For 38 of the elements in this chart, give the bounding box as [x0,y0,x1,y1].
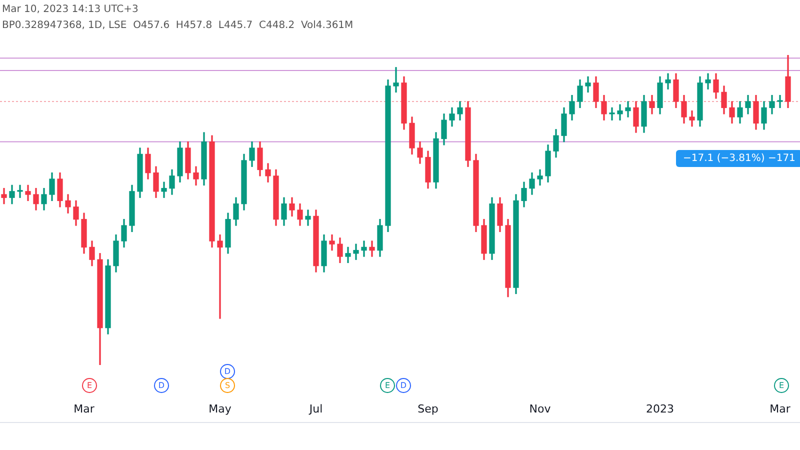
candlestick [665,73,671,90]
candlestick [217,234,223,319]
candlestick [361,240,367,257]
candlestick [777,94,783,108]
chart-title: Mar 10, 2023 14:13 UTC+3 [2,4,138,15]
x-tick-label: Jul [308,402,323,416]
candlestick [161,182,167,198]
x-tick-label: May [208,402,232,416]
text: D [220,364,235,379]
chart-subtitle: BP0.328947368, 1D, LSE O457.6 H457.8 L445.7 C448.2 Vol4.361M [2,20,354,31]
annotation: −17.1 (−3.81%) −171 [676,150,800,167]
candlestick [537,169,543,186]
candlestick [345,246,351,264]
text: D [154,378,169,393]
candlestick [609,107,615,120]
text: E [82,378,97,393]
text: E [380,378,395,393]
candlestick [585,76,591,93]
candlestick [369,240,375,257]
candlestick [329,234,335,251]
candlestick [617,104,623,120]
candlestick [25,184,31,202]
text: D [396,378,411,393]
candlestick [689,110,695,127]
candlestick [625,101,631,118]
candlestick [305,210,311,226]
candlestick [1,188,7,204]
x-tick-label: Nov [529,402,552,416]
candlestick [393,67,399,93]
x-tick-label: Sep [418,402,438,416]
x-tick-label: Mar [74,402,95,416]
candlestick [353,244,359,260]
text: S [220,378,235,393]
x-tick-label: Mar [770,402,791,416]
candlestick [705,73,711,90]
x-tick-label: 2023 [646,402,674,416]
text: E [774,378,789,393]
candlestick [17,184,23,198]
